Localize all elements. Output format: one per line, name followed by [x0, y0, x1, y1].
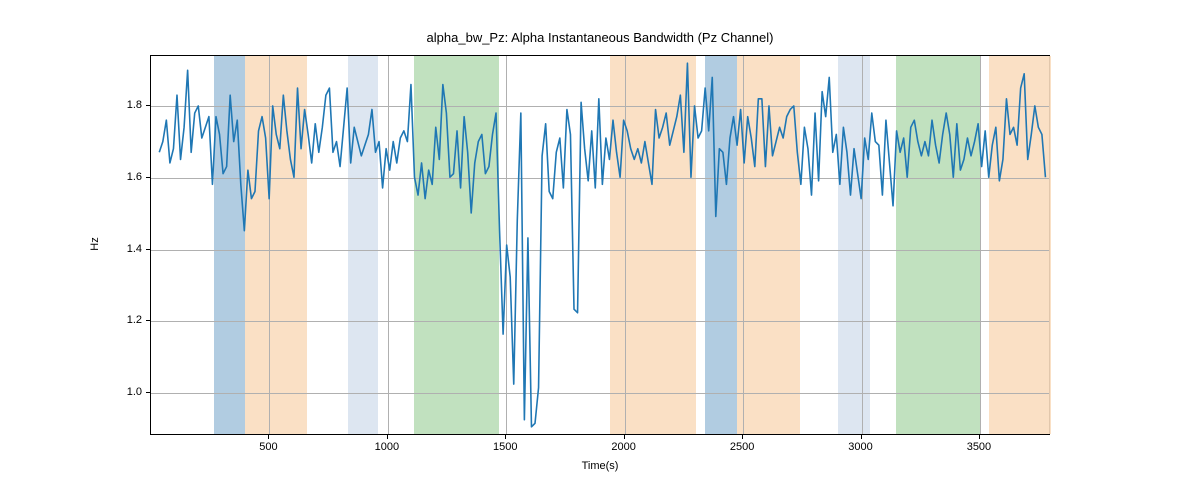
x-tick	[861, 435, 862, 439]
x-tick-label: 500	[259, 441, 277, 453]
y-tick	[146, 249, 150, 250]
x-tick-label: 2500	[730, 441, 754, 453]
y-tick-label: 1.4	[110, 243, 142, 255]
x-tick	[624, 435, 625, 439]
x-tick-label: 1500	[493, 441, 517, 453]
x-axis-label: Time(s)	[0, 460, 1200, 472]
x-tick	[387, 435, 388, 439]
x-tick	[268, 435, 269, 439]
x-tick	[742, 435, 743, 439]
y-tick	[146, 177, 150, 178]
x-tick-label: 3500	[967, 441, 991, 453]
series-line	[159, 63, 1045, 427]
y-tick-label: 1.6	[110, 171, 142, 183]
x-tick	[979, 435, 980, 439]
y-tick-label: 1.2	[110, 314, 142, 326]
y-tick-label: 1.8	[110, 99, 142, 111]
chart-title: alpha_bw_Pz: Alpha Instantaneous Bandwid…	[0, 30, 1200, 45]
y-axis-label: Hz	[89, 194, 101, 294]
line-series	[151, 56, 1049, 434]
x-tick-label: 3000	[848, 441, 872, 453]
y-tick	[146, 320, 150, 321]
x-tick	[505, 435, 506, 439]
chart-container: alpha_bw_Pz: Alpha Instantaneous Bandwid…	[0, 0, 1200, 500]
y-tick	[146, 392, 150, 393]
x-tick-label: 2000	[611, 441, 635, 453]
plot-area	[150, 55, 1050, 435]
y-tick	[146, 105, 150, 106]
y-tick-label: 1.0	[110, 386, 142, 398]
x-tick-label: 1000	[375, 441, 399, 453]
